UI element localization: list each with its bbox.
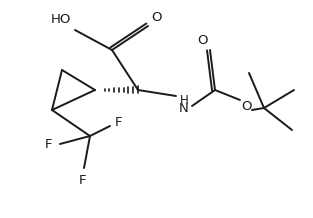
Text: O: O <box>197 34 207 46</box>
Text: HO: HO <box>51 14 71 27</box>
Text: N: N <box>179 102 189 116</box>
Text: H: H <box>180 94 188 107</box>
Text: F: F <box>78 174 86 187</box>
Text: F: F <box>114 116 122 128</box>
Text: F: F <box>44 138 52 150</box>
Text: O: O <box>151 12 161 24</box>
Text: O: O <box>241 99 251 112</box>
